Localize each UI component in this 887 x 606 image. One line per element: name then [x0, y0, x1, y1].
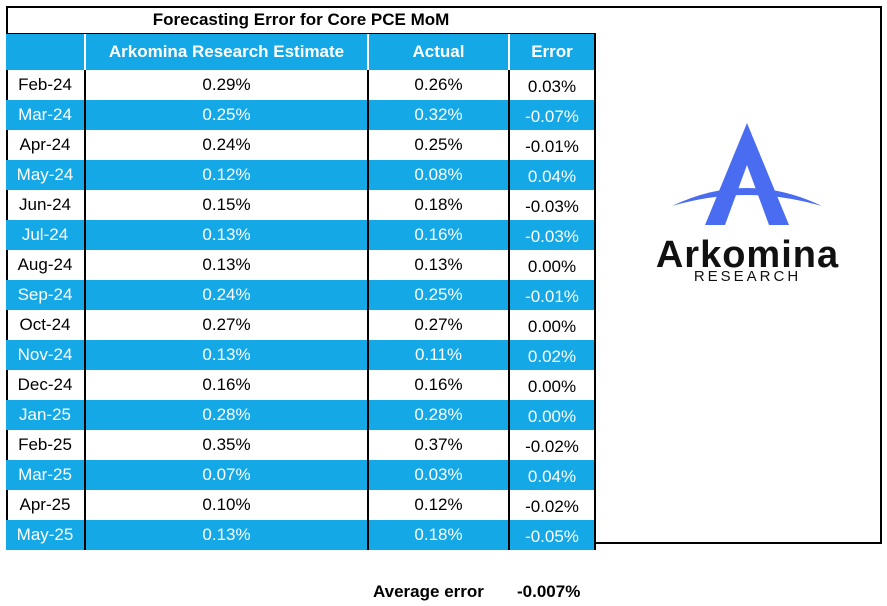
row-error: -0.07% [510, 100, 596, 130]
row-estimate: 0.13% [86, 520, 369, 550]
table-row: Apr-24 0.24% 0.25% -0.01% [6, 130, 596, 160]
table-title: Forecasting Error for Core PCE MoM [6, 6, 596, 34]
row-actual: 0.25% [369, 280, 510, 310]
table-row: Jul-24 0.13% 0.16% -0.03% [6, 220, 596, 250]
average-error-label: Average error [373, 582, 484, 601]
row-error: 0.04% [510, 160, 596, 190]
row-error: 0.03% [510, 70, 596, 100]
table-row: Feb-25 0.35% 0.37% -0.02% [6, 430, 596, 460]
row-error: -0.02% [510, 430, 596, 460]
row-actual: 0.27% [369, 310, 510, 340]
row-error: -0.01% [510, 130, 596, 160]
table-row: Oct-24 0.27% 0.27% 0.00% [6, 310, 596, 340]
header-error: Error [510, 34, 596, 70]
header-estimate: Arkomina Research Estimate [86, 34, 369, 70]
row-actual: 0.28% [369, 400, 510, 430]
logo-wordmark: Arkomina [655, 234, 840, 276]
row-period: Oct-24 [6, 310, 86, 340]
row-period: Mar-24 [6, 100, 86, 130]
table-row: Jun-24 0.15% 0.18% -0.03% [6, 190, 596, 220]
row-actual: 0.13% [369, 250, 510, 280]
header-actual: Actual [369, 34, 510, 70]
row-estimate: 0.25% [86, 100, 369, 130]
row-estimate: 0.15% [86, 190, 369, 220]
row-estimate: 0.13% [86, 340, 369, 370]
row-period: Aug-24 [6, 250, 86, 280]
row-estimate: 0.13% [86, 220, 369, 250]
row-error: 0.02% [510, 340, 596, 370]
table-row: Feb-24 0.29% 0.26% 0.03% [6, 70, 596, 100]
row-actual: 0.18% [369, 190, 510, 220]
row-period: Mar-25 [6, 460, 86, 490]
average-error-value: -0.007% [517, 582, 581, 601]
table-row: May-25 0.13% 0.18% -0.05% [6, 520, 596, 550]
row-estimate: 0.10% [86, 490, 369, 520]
table-row: Mar-25 0.07% 0.03% 0.04% [6, 460, 596, 490]
row-period: Jan-25 [6, 400, 86, 430]
row-estimate: 0.24% [86, 280, 369, 310]
row-error: -0.03% [510, 190, 596, 220]
row-period: May-25 [6, 520, 86, 550]
table-header-row: Arkomina Research Estimate Actual Error [6, 34, 596, 70]
row-error: -0.01% [510, 280, 596, 310]
row-actual: 0.12% [369, 490, 510, 520]
row-error: -0.05% [510, 520, 596, 550]
row-period: Jun-24 [6, 190, 86, 220]
table-row: Aug-24 0.13% 0.13% 0.00% [6, 250, 596, 280]
table-row: Dec-24 0.16% 0.16% 0.00% [6, 370, 596, 400]
row-estimate: 0.29% [86, 70, 369, 100]
row-period: Apr-25 [6, 490, 86, 520]
row-estimate: 0.28% [86, 400, 369, 430]
row-actual: 0.37% [369, 430, 510, 460]
row-actual: 0.18% [369, 520, 510, 550]
table-row: Sep-24 0.24% 0.25% -0.01% [6, 280, 596, 310]
row-period: Apr-24 [6, 130, 86, 160]
header-period [6, 34, 86, 70]
row-estimate: 0.12% [86, 160, 369, 190]
row-actual: 0.16% [369, 220, 510, 250]
row-estimate: 0.16% [86, 370, 369, 400]
row-actual: 0.03% [369, 460, 510, 490]
row-period: May-24 [6, 160, 86, 190]
table-row: Jan-25 0.28% 0.28% 0.00% [6, 400, 596, 430]
table-row: May-24 0.12% 0.08% 0.04% [6, 160, 596, 190]
row-error: -0.02% [510, 490, 596, 520]
row-actual: 0.11% [369, 340, 510, 370]
row-error: -0.03% [510, 220, 596, 250]
row-actual: 0.26% [369, 70, 510, 100]
row-period: Feb-25 [6, 430, 86, 460]
row-error: 0.04% [510, 460, 596, 490]
row-error: 0.00% [510, 400, 596, 430]
row-error: 0.00% [510, 370, 596, 400]
table-row: Mar-24 0.25% 0.32% -0.07% [6, 100, 596, 130]
forecast-error-table: Forecasting Error for Core PCE MoM Arkom… [6, 6, 596, 550]
row-period: Sep-24 [6, 280, 86, 310]
row-estimate: 0.35% [86, 430, 369, 460]
row-estimate: 0.27% [86, 310, 369, 340]
row-period: Dec-24 [6, 370, 86, 400]
row-period: Nov-24 [6, 340, 86, 370]
logo-subtitle: RESEARCH [693, 268, 802, 285]
table-row: Apr-25 0.10% 0.12% -0.02% [6, 490, 596, 520]
row-period: Jul-24 [6, 220, 86, 250]
row-actual: 0.08% [369, 160, 510, 190]
row-period: Feb-24 [6, 70, 86, 100]
row-actual: 0.25% [369, 130, 510, 160]
row-estimate: 0.13% [86, 250, 369, 280]
row-error: 0.00% [510, 310, 596, 340]
table-row: Nov-24 0.13% 0.11% 0.02% [6, 340, 596, 370]
row-estimate: 0.07% [86, 460, 369, 490]
arkomina-logo-icon [672, 123, 822, 225]
row-actual: 0.32% [369, 100, 510, 130]
row-actual: 0.16% [369, 370, 510, 400]
row-estimate: 0.24% [86, 130, 369, 160]
row-error: 0.00% [510, 250, 596, 280]
